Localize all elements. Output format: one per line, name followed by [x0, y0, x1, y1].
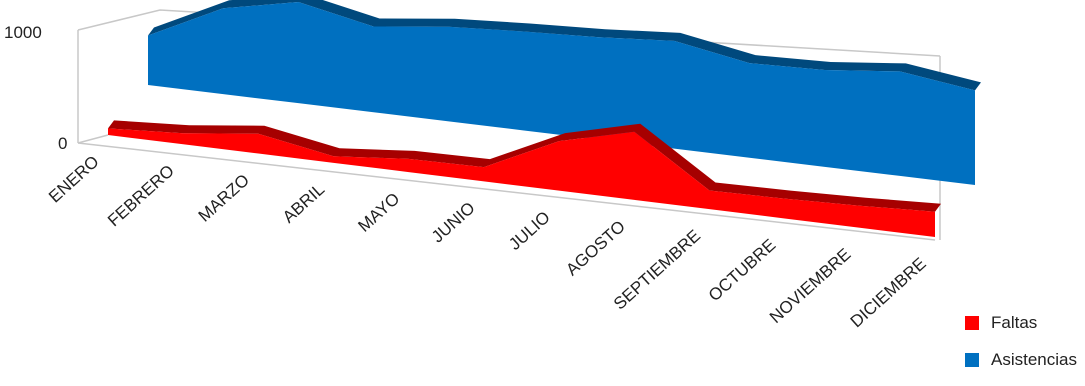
x-tick-marzo: MARZO — [195, 170, 253, 225]
series-layer — [108, 0, 981, 237]
x-tick-agosto: AGOSTO — [562, 217, 629, 280]
legend-swatch-faltas — [965, 316, 979, 330]
floor-left-edge — [78, 135, 108, 143]
x-tick-abril: ABRIL — [279, 180, 328, 227]
x-tick-septiembre: SEPTIEMBRE — [610, 226, 704, 313]
legend-label-faltas: Faltas — [991, 313, 1037, 333]
y-axis: 1000 0 — [4, 23, 67, 153]
x-tick-octubre: OCTUBRE — [705, 235, 779, 305]
legend-swatch-asistencias — [965, 353, 979, 367]
x-tick-mayo: MAYO — [354, 189, 403, 236]
x-tick-diciembre: DICIEMBRE — [847, 254, 930, 331]
legend-item-faltas: Faltas — [965, 312, 1077, 334]
legend-label-asistencias: Asistencias — [991, 350, 1077, 370]
x-tick-julio: JULIO — [505, 207, 554, 253]
x-tick-junio: JUNIO — [428, 198, 479, 246]
y-tick-0: 0 — [58, 134, 67, 153]
x-tick-noviembre: NOVIEMBRE — [766, 245, 855, 327]
legend-item-asistencias: Asistencias — [965, 349, 1077, 371]
y-tick-1000: 1000 — [4, 23, 42, 42]
legend: Faltas Asistencias — [965, 312, 1077, 386]
x-tick-enero: ENERO — [45, 152, 103, 207]
x-tick-febrero: FEBRERO — [104, 161, 178, 230]
